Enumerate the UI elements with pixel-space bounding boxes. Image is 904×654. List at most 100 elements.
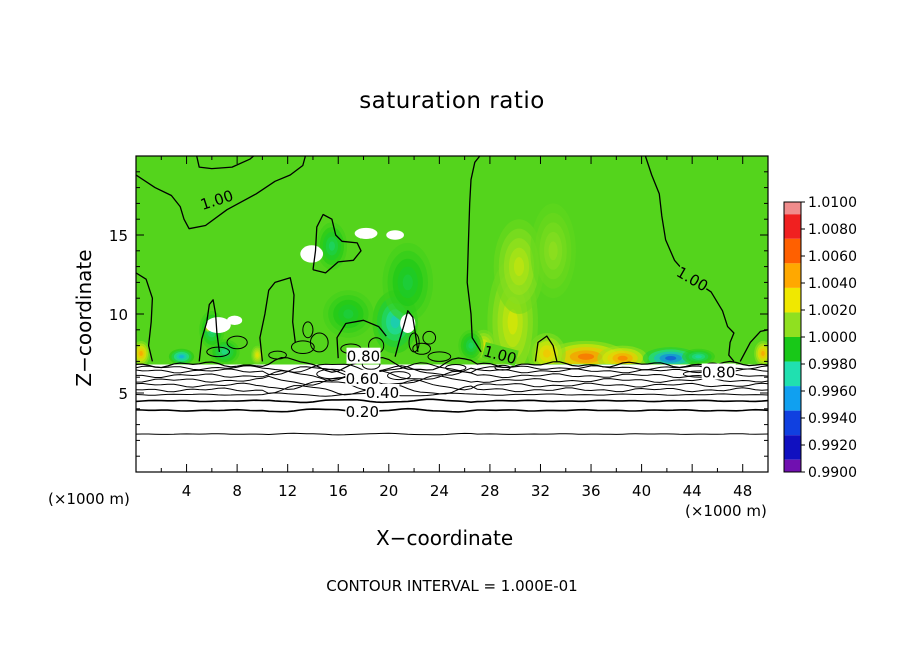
x-tick-label-1: 8	[232, 482, 242, 500]
colorbar-swatch-0	[784, 202, 801, 215]
colorbar-label-2: 1.0060	[808, 249, 857, 265]
contour-loop-16	[408, 332, 420, 353]
contour-loop-9	[206, 346, 231, 358]
x-tick-label-6: 28	[480, 482, 499, 500]
y-axis-ticks: 5 10 15	[109, 171, 768, 457]
anomaly-16	[468, 342, 474, 349]
x-tick-label-8: 36	[581, 482, 600, 500]
x-tick-label-9: 40	[632, 482, 651, 500]
colorbar-label-5: 1.0000	[808, 330, 857, 346]
contour-label-bg-3	[346, 347, 381, 364]
contour-plume-6	[466, 156, 482, 353]
contour-label-3: 0.80	[347, 348, 380, 366]
anomaly-12	[178, 355, 185, 359]
contour-plume-0	[136, 156, 307, 230]
colorbar-label-4: 1.0020	[808, 303, 857, 319]
contour-label-group-4: 0.60	[345, 369, 380, 388]
contour-loop-4	[412, 342, 432, 355]
x-tick-label-4: 20	[379, 482, 398, 500]
y-tick-label-1: 10	[109, 306, 128, 324]
contour-line-7	[136, 398, 768, 404]
contour-line-9	[136, 432, 768, 436]
anomaly-2	[543, 349, 551, 358]
anomaly-6	[548, 241, 558, 261]
contour-loop-7	[387, 371, 411, 381]
colorbar: 1.0100 1.0080 1.0060 1.0040 1.0020 1.0000 0.99…	[783, 195, 857, 481]
anomaly-11	[256, 353, 259, 357]
contour-line-4	[136, 379, 768, 391]
anomaly-14	[390, 315, 400, 329]
contour-label-group-3: 0.80	[346, 347, 381, 366]
colorbar-label-10: 0.9900	[808, 465, 857, 481]
anomaly-7	[665, 356, 677, 361]
contour-label-group-5: 0.40	[365, 384, 400, 402]
colorbar-label-0: 1.0100	[808, 195, 857, 211]
colorbar-swatch-7	[784, 361, 801, 387]
contour-labels: 1.001.001.000.800.600.400.200.80	[197, 186, 736, 421]
contour-loop-14	[302, 321, 314, 339]
contour-label-bg-5	[365, 384, 400, 400]
anomaly-9	[139, 350, 143, 357]
anomaly-10	[761, 350, 765, 357]
anomaly-8	[695, 355, 702, 359]
colorbar-label-3: 1.0040	[808, 276, 857, 292]
anomaly-1	[617, 355, 628, 361]
colorbar-label-8: 0.9940	[808, 411, 857, 427]
unsaturated-patch-1	[354, 227, 378, 239]
anomaly-0	[577, 353, 595, 360]
contour-loop-11	[422, 330, 437, 345]
contour-line-0	[136, 362, 768, 374]
contour-loop-0	[290, 340, 315, 354]
anomaly-3	[507, 309, 518, 335]
contour-line-2	[136, 370, 768, 382]
contour-line-3	[136, 375, 768, 386]
x-tick-label-5: 24	[430, 482, 449, 500]
x-tick-label-7: 32	[531, 482, 550, 500]
x-axis-label: X−coordinate	[376, 526, 514, 550]
unsaturated-patch-5	[400, 314, 416, 333]
y-tick-label-2: 15	[109, 227, 128, 245]
colorbar-swatch-8	[784, 386, 801, 411]
colorbar-swatch-2	[784, 238, 801, 264]
contour-label-group-7: 0.80	[701, 363, 736, 382]
x-tick-label-2: 12	[278, 482, 297, 500]
contour-loop-10	[268, 350, 287, 360]
contour-label-bg-7	[701, 363, 736, 380]
contour-plume-1	[196, 156, 255, 170]
y-axis-unit: (×1000 m)	[48, 490, 130, 508]
field-background	[136, 156, 768, 365]
unsaturated-patch-3	[205, 317, 231, 333]
contour-label-7: 0.80	[702, 364, 735, 382]
x-axis-ticks: 4 8 12 16 20 24 28 32 36 40 44 48	[160, 156, 752, 500]
contour-loop-5	[427, 351, 452, 362]
colorbar-swatch-11	[784, 459, 801, 472]
contour-label-bg-0	[197, 186, 236, 213]
contour-line-1	[136, 365, 768, 377]
unsaturated-patch-0	[300, 245, 324, 263]
contour-label-bg-1	[673, 262, 712, 294]
y-tick-label-0: 5	[118, 385, 128, 403]
colorbar-swatch-3	[784, 263, 801, 288]
colorbar-swatch-10	[784, 435, 801, 460]
x-tick-label-10: 44	[683, 482, 702, 500]
anomaly-13	[221, 349, 228, 355]
contour-interval-note: CONTOUR INTERVAL = 1.000E-01	[326, 577, 578, 595]
contour-loop-1	[309, 332, 329, 353]
colorbar-label-7: 0.9960	[808, 384, 857, 400]
contour-line-5	[136, 384, 768, 396]
field-anomalies	[136, 203, 768, 364]
contour-label-bg-2	[481, 342, 519, 367]
anomaly-17	[328, 241, 335, 251]
contour-label-bg-6	[345, 403, 380, 419]
contour-plume-3	[259, 277, 296, 362]
contour-loop-12	[445, 364, 467, 372]
contour-lines	[136, 156, 768, 436]
x-axis-unit: (×1000 m)	[685, 502, 767, 520]
x-tick-label-11: 48	[733, 482, 752, 500]
contour-loop-13	[494, 364, 511, 371]
contour-line-6	[136, 392, 768, 397]
contour-label-6: 0.20	[346, 403, 379, 421]
chart-title: saturation ratio	[359, 88, 545, 114]
contour-plume-10	[198, 299, 221, 362]
